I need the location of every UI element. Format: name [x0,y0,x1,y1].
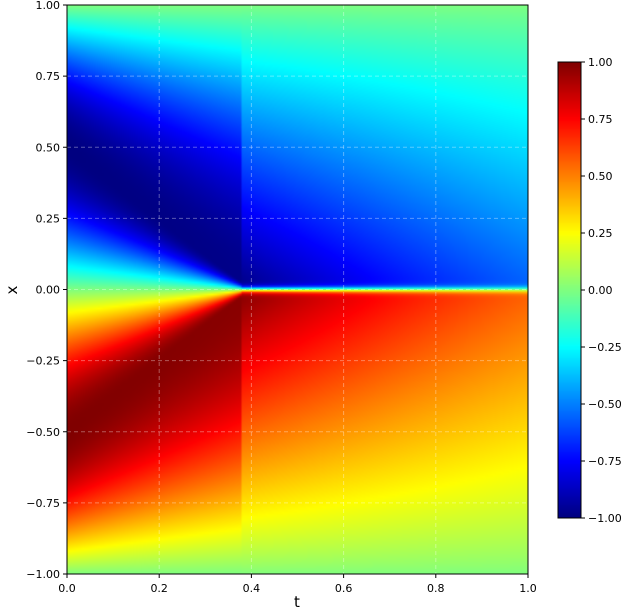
colorbar-tick-label: −0.75 [588,455,622,468]
colorbar-tick-label: −1.00 [588,512,622,525]
y-tick-label: 1.00 [36,0,61,12]
colorbar-tick-label: 0.25 [588,227,613,240]
y-axis-label: x [3,285,21,294]
colorbar-gradient [558,62,581,518]
colorbar-ticks: 1.00 0.75 0.50 0.25 0.00 −0.25 −0.50 −0.75 −1.00 [581,56,622,525]
y-axis-ticks: 1.00 0.75 0.50 0.25 0.00 −0.25 −0.50 −0.75 −1.00 [26,0,67,581]
y-tick-label: −0.75 [26,497,60,510]
heatmap-field [67,5,528,574]
y-tick-label: 0.25 [36,212,61,225]
x-tick-label: 0.8 [427,582,445,595]
y-tick-label: 0.00 [36,284,61,297]
y-tick-label: −0.25 [26,355,60,368]
x-axis-label: t [294,593,300,611]
colorbar-tick-label: 0.00 [588,284,613,297]
colorbar-tick-label: 0.50 [588,170,613,183]
y-tick-label: 0.50 [36,141,61,154]
y-tick-label: −0.50 [26,426,60,439]
y-tick-label: 0.75 [36,70,61,83]
x-tick-label: 0.6 [335,582,353,595]
x-tick-label: 1.0 [519,582,537,595]
colorbar-tick-label: −0.25 [588,341,622,354]
colorbar-tick-label: −0.50 [588,398,622,411]
x-tick-label: 0.2 [150,582,168,595]
x-axis-ticks: 0.0 0.2 0.4 0.6 0.8 1.0 [58,574,537,595]
x-tick-label: 0.4 [243,582,261,595]
colorbar-tick-label: 1.00 [588,56,613,69]
colorbar-tick-label: 0.75 [588,113,613,126]
y-tick-label: −1.00 [26,568,60,581]
grid-lines [67,5,528,574]
x-tick-label: 0.0 [58,582,76,595]
